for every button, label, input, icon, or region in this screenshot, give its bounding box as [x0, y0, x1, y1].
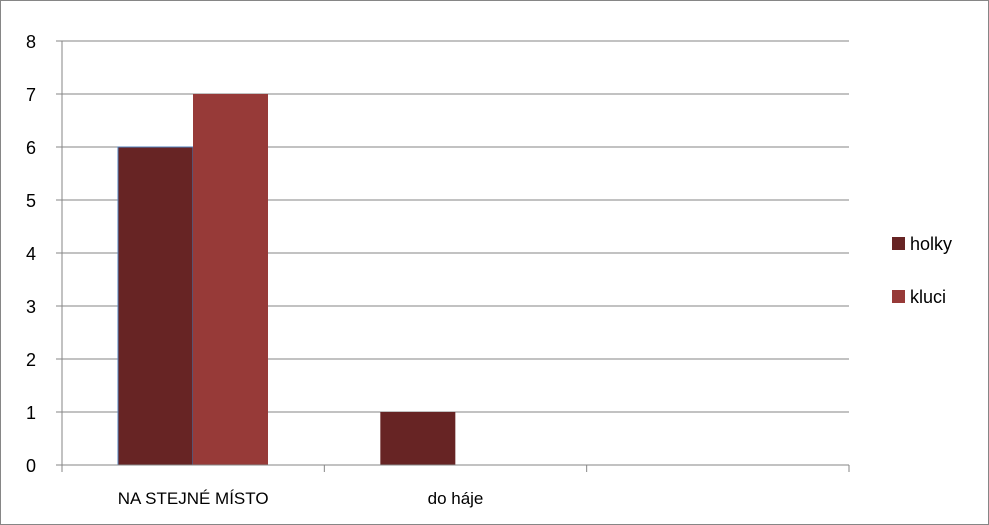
y-tick-labels: 0 1 2 3 4 5 6 7 8: [26, 32, 36, 476]
category-label-0: NA STEJNÉ MÍSTO: [118, 489, 269, 508]
legend-label-holky: holky: [910, 234, 952, 254]
bars: [117, 94, 456, 466]
y-tick-label-0: 0: [26, 456, 36, 476]
legend-swatch-kluci: [892, 290, 905, 303]
bar-kluci-0: [193, 94, 268, 465]
axes: [56, 40, 850, 472]
y-tick-label-7: 7: [26, 85, 36, 105]
y-tick-label-1: 1: [26, 403, 36, 423]
category-label-1: do háje: [428, 489, 484, 508]
y-tick-label-5: 5: [26, 191, 36, 211]
category-labels: NA STEJNÉ MÍSTO do háje: [118, 489, 484, 508]
legend-swatch-holky: [892, 237, 905, 250]
bar-holky-0: [117, 146, 194, 466]
y-tick-label-6: 6: [26, 138, 36, 158]
legend-label-kluci: kluci: [910, 287, 946, 307]
y-tick-label-4: 4: [26, 244, 36, 264]
y-tick-label-2: 2: [26, 350, 36, 370]
y-tick-label-3: 3: [26, 297, 36, 317]
bar-holky-1: [380, 412, 456, 465]
y-tick-label-8: 8: [26, 32, 36, 52]
legend: holky kluci: [892, 234, 952, 307]
